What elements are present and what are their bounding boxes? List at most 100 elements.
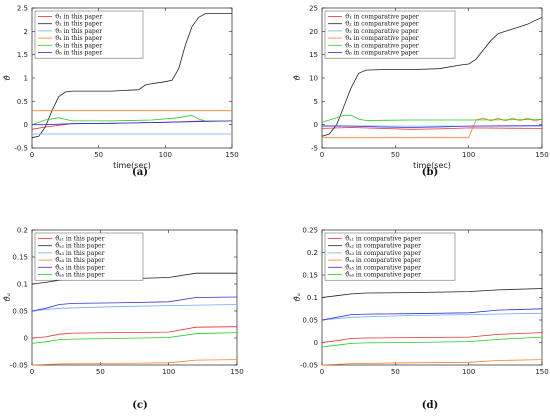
legend-entry: ϑ₆ in comparative paper bbox=[345, 50, 419, 57]
legend-entry: ϑ₅ in this paper bbox=[55, 42, 102, 49]
series-line-4 bbox=[321, 359, 543, 366]
legend-entry: ϑ₃ in this paper bbox=[55, 28, 102, 35]
series-line-4 bbox=[31, 359, 238, 366]
y-tick-label: -0.05 bbox=[300, 362, 318, 370]
legend-entry: ϑ̂ₐ₆ in comparative paper bbox=[345, 272, 421, 279]
legend-entry: ϑ̂ₐ₃ in comparative paper bbox=[345, 250, 421, 257]
y-tick-label: 5 bbox=[314, 98, 318, 106]
legend-entry: ϑ₃ in comparative paper bbox=[345, 28, 419, 35]
legend-entry: ϑ̂ₐ₄ in comparative paper bbox=[345, 257, 421, 264]
series-line-2 bbox=[321, 288, 543, 298]
y-tick-label: 0.2 bbox=[307, 249, 318, 257]
legend-entry: ϑ̂ₐ₄ in this paper bbox=[55, 257, 105, 264]
y-tick-label: 0.15 bbox=[302, 272, 318, 280]
plot-frame bbox=[31, 229, 238, 366]
x-tick-label: 100 bbox=[462, 368, 475, 376]
panel-label: (b) bbox=[422, 167, 438, 178]
x-tick-label: 150 bbox=[535, 368, 548, 376]
y-tick-label: 0.1 bbox=[17, 281, 28, 289]
series-line-2 bbox=[31, 13, 232, 139]
y-tick-label: 1 bbox=[24, 75, 28, 83]
y-tick-label: 0 bbox=[314, 121, 318, 129]
series-line-5 bbox=[31, 296, 238, 312]
series-line-1 bbox=[321, 127, 543, 130]
y-tick-label: 2 bbox=[24, 28, 28, 36]
y-tick-label: 0.1 bbox=[307, 294, 318, 302]
y-tick-label: 15 bbox=[309, 51, 318, 59]
x-axis-label: time(sec) bbox=[113, 161, 151, 170]
series-line-1 bbox=[31, 326, 238, 339]
series-line-5 bbox=[321, 308, 543, 321]
series-line-6 bbox=[322, 125, 543, 128]
x-tick-label: 100 bbox=[162, 368, 175, 376]
x-tick-label: 0 bbox=[320, 151, 324, 159]
y-tick-label: 0.25 bbox=[302, 227, 318, 235]
y-tick-label: 2.5 bbox=[17, 5, 28, 13]
x-tick-label: 0 bbox=[30, 368, 34, 376]
y-axis-label: ϑ̂ₐ bbox=[293, 293, 302, 302]
legend-entry: ϑ₁ in this paper bbox=[55, 14, 102, 21]
legend-entry: ϑ̂ₐ₁ in this paper bbox=[55, 236, 105, 243]
y-tick-label: 10 bbox=[309, 75, 318, 83]
x-tick-label: 150 bbox=[230, 368, 243, 376]
legend-entry: ϑ̂ₐ₆ in this paper bbox=[55, 272, 105, 279]
legend-box bbox=[34, 232, 144, 281]
x-tick-label: 50 bbox=[96, 368, 105, 376]
legend-entry: ϑ̂ₐ₂ in comparative paper bbox=[345, 243, 421, 250]
x-tick-label: 50 bbox=[391, 368, 400, 376]
x-tick-label: 100 bbox=[462, 151, 475, 159]
legend-box bbox=[324, 232, 456, 281]
y-tick-label: 0.2 bbox=[17, 227, 28, 235]
series-line-6 bbox=[31, 332, 238, 344]
series-line-5 bbox=[321, 114, 543, 123]
series-line-6 bbox=[321, 336, 543, 348]
legend-entry: ϑ₅ in comparative paper bbox=[345, 42, 419, 49]
series-line-1 bbox=[31, 120, 232, 130]
legend-entry: ϑ̂ₐ₃ in this paper bbox=[55, 250, 105, 257]
series-line-1 bbox=[321, 332, 543, 343]
legend-entry: ϑ₁ in comparative paper bbox=[345, 14, 419, 21]
y-axis-label: ϑ̂ bbox=[293, 75, 302, 81]
legend-entry: ϑ₄ in comparative paper bbox=[345, 35, 419, 42]
y-tick-label: 0.05 bbox=[302, 317, 318, 325]
x-tick-label: 0 bbox=[30, 151, 34, 159]
x-tick-label: 50 bbox=[94, 151, 103, 159]
y-tick-label: -5 bbox=[311, 145, 318, 153]
y-tick-label: 0 bbox=[314, 339, 318, 347]
panel-label: (d) bbox=[422, 400, 438, 411]
legend-entry: ϑ₄ in this paper bbox=[55, 35, 102, 42]
y-axis-label: ϑ̂ bbox=[3, 75, 12, 81]
panel-label: (a) bbox=[132, 167, 148, 178]
legend-entry: ϑ̂ₐ₅ in this paper bbox=[55, 264, 105, 271]
y-tick-label: 0.15 bbox=[12, 254, 28, 262]
series-line-6 bbox=[32, 120, 233, 126]
x-tick-label: 100 bbox=[159, 151, 172, 159]
legend-box bbox=[324, 10, 456, 59]
y-tick-label: 0 bbox=[24, 121, 28, 129]
legend-entry: ϑ₂ in comparative paper bbox=[345, 21, 419, 28]
x-tick-label: 0 bbox=[320, 368, 324, 376]
legend-entry: ϑ̂ₐ₅ in comparative paper bbox=[345, 264, 421, 271]
y-tick-label: 0.5 bbox=[17, 98, 28, 106]
legend-entry: ϑ̂ₐ₂ in this paper bbox=[55, 243, 105, 250]
series-line-2 bbox=[321, 16, 543, 137]
y-tick-label: 0 bbox=[24, 335, 28, 343]
x-tick-label: 50 bbox=[391, 151, 400, 159]
series-line-3 bbox=[31, 304, 238, 312]
y-tick-label: 20 bbox=[309, 28, 318, 36]
series-line-3 bbox=[321, 312, 543, 321]
x-tick-label: 150 bbox=[535, 151, 548, 159]
series-line-5 bbox=[31, 114, 232, 126]
y-tick-label: -0.05 bbox=[10, 362, 28, 370]
x-axis-label: time(sec) bbox=[413, 161, 451, 170]
y-tick-label: -0.5 bbox=[14, 145, 28, 153]
y-axis-label: ϑ̂ₐ bbox=[3, 293, 12, 302]
